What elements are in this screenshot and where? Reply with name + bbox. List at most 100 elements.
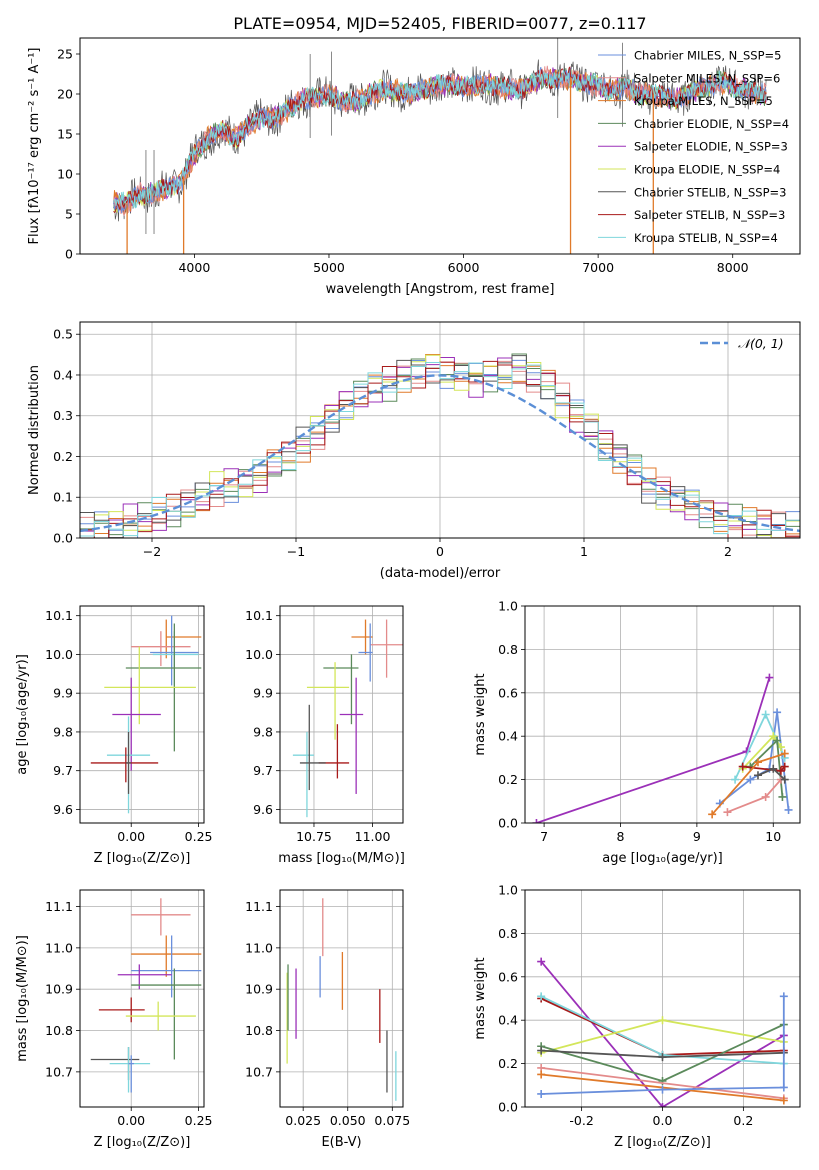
y-tick-label-4: 10.0 bbox=[45, 647, 73, 662]
y-tick-label-2: 0.4 bbox=[498, 1013, 518, 1028]
weight-marker-8-2 bbox=[780, 775, 789, 784]
axes-frame bbox=[79, 605, 205, 824]
axes-frame bbox=[79, 321, 801, 539]
y-tick-label-2: 0.4 bbox=[498, 729, 518, 744]
plot-area-weight_vs_Z bbox=[537, 957, 788, 1107]
legend-label-1: Salpeter MILES, N_SSP=6 bbox=[634, 71, 780, 85]
x-tick-label-3: 1 bbox=[580, 544, 588, 559]
y-tick-label-2: 10.9 bbox=[45, 982, 73, 997]
axes-frame bbox=[79, 37, 801, 255]
y-tick-label-1: 0.2 bbox=[498, 772, 518, 787]
weight-marker-0-2 bbox=[765, 673, 774, 682]
y-tick-label-2: 10 bbox=[57, 167, 73, 182]
legend-label-7: Salpeter STELIB, N_SSP=3 bbox=[634, 208, 785, 222]
weight-marker-4-2 bbox=[778, 792, 787, 801]
x-axis-label: Z [log₁₀(Z/Z⊙)] bbox=[94, 851, 191, 866]
legend-label-6: Chabrier STELIB, N_SSP=3 bbox=[634, 185, 786, 199]
weight-marker-0-0 bbox=[537, 957, 546, 966]
x-axis-label: age [log₁₀(age/yr)] bbox=[602, 851, 723, 866]
weight-marker-0-0 bbox=[532, 819, 541, 823]
y-tick-label-3: 0.6 bbox=[498, 969, 518, 984]
legend-label-3: Chabrier ELODIE, N_SSP=4 bbox=[634, 117, 789, 131]
weight-marker-8-2 bbox=[779, 1083, 788, 1092]
plot-area-spectrum bbox=[113, 38, 767, 254]
weight-marker-5-2 bbox=[780, 762, 789, 771]
x-tick-label-0: 0.00 bbox=[117, 1113, 145, 1128]
plot-area-mass_vs_ebv bbox=[286, 898, 397, 1101]
x-tick-label-1: 5000 bbox=[313, 260, 345, 275]
y-tick-label-2: 0.2 bbox=[53, 449, 73, 464]
y-axis-label: Normed distribution bbox=[27, 365, 42, 495]
panel-residual_hist: −2 −1 0 1 2 0.0 0.1 0.2 0.3 0.4 0.5 (data-model)/er… bbox=[27, 321, 801, 581]
y-tick-label-2: 9.8 bbox=[53, 724, 73, 739]
x-tick-label-0: 7 bbox=[540, 829, 548, 844]
panel-mass_vs_Z: 0.00 0.25 10.7 10.8 10.9 11.0 11.1 Z [log₁₀(Z/Z… bbox=[15, 889, 213, 1150]
x-tick-label-3: 7000 bbox=[582, 260, 614, 275]
y-tick-label-5: 1.0 bbox=[498, 883, 518, 898]
y-tick-label-1: 5 bbox=[65, 207, 73, 222]
y-tick-label-1: 0.2 bbox=[498, 1056, 518, 1071]
y-tick-label-0: 9.6 bbox=[53, 802, 73, 817]
plot-area-residual_hist bbox=[80, 353, 800, 538]
y-tick-label-4: 11.1 bbox=[245, 899, 273, 914]
weight-line-0 bbox=[540, 961, 785, 1107]
weight-marker-7-0 bbox=[537, 1070, 546, 1079]
weight-marker-1-1 bbox=[746, 775, 755, 784]
hist-legend: 𝒩(0, 1) bbox=[700, 336, 784, 351]
x-tick-label-4: 2 bbox=[724, 544, 732, 559]
legend-label-normal: 𝒩(0, 1) bbox=[738, 336, 784, 351]
y-tick-label-0: 9.6 bbox=[253, 802, 273, 817]
y-axis-label: mass weight bbox=[473, 673, 488, 755]
y-tick-label-0: 10.7 bbox=[45, 1064, 73, 1079]
axes-frame bbox=[524, 889, 801, 1108]
y-tick-label-2: 9.8 bbox=[253, 724, 273, 739]
x-axis-label: mass [log₁₀(M/M⊙)] bbox=[278, 851, 405, 866]
weight-marker-6-1 bbox=[753, 758, 762, 767]
spectrum-line-kroupa_stelib bbox=[113, 69, 767, 209]
panel-weight_vs_Z: -0.2 0.0 0.2 0.0 0.2 0.4 0.6 0.8 1.0 Z [log₁₀(Z/Z… bbox=[473, 883, 801, 1150]
plot-area-mass_vs_Z bbox=[90, 898, 202, 1093]
weight-marker-7-1 bbox=[779, 1096, 788, 1105]
legend-label-0: Chabrier MILES, N_SSP=5 bbox=[634, 49, 781, 63]
y-tick-label-1: 9.7 bbox=[253, 763, 273, 778]
weight-marker-5-0 bbox=[738, 762, 747, 771]
y-tick-label-0: 10.7 bbox=[245, 1064, 273, 1079]
axes-frame bbox=[524, 605, 801, 824]
y-tick-label-4: 0.4 bbox=[53, 367, 73, 382]
y-tick-label-5: 1.0 bbox=[498, 599, 518, 614]
panel-mass_vs_ebv: 0.025 0.050 0.075 10.7 10.8 10.9 11.0 11.1 E(B-V… bbox=[245, 889, 410, 1150]
y-tick-label-1: 10.8 bbox=[45, 1023, 73, 1038]
y-tick-label-4: 20 bbox=[57, 87, 73, 102]
y-tick-label-0: 0.0 bbox=[498, 1100, 518, 1115]
x-tick-label-0: −2 bbox=[143, 544, 161, 559]
legend-label-8: Kroupa STELIB, N_SSP=4 bbox=[634, 231, 778, 245]
weight-marker-2-1 bbox=[761, 710, 770, 719]
x-tick-label-4: 8000 bbox=[717, 260, 749, 275]
y-tick-label-1: 0.1 bbox=[53, 490, 73, 505]
x-axis-label: E(B-V) bbox=[321, 1135, 361, 1150]
weight-marker-1-4 bbox=[784, 805, 793, 814]
y-tick-label-3: 9.9 bbox=[253, 686, 273, 701]
weight-marker-2-0 bbox=[537, 992, 546, 1001]
weight-marker-5-1 bbox=[658, 1053, 667, 1062]
figure-title: PLATE=0954, MJD=52405, FIBERID=0077, z=0… bbox=[233, 14, 646, 33]
x-tick-label-0: 10.75 bbox=[296, 829, 332, 844]
x-axis-label: wavelength [Angstrom, rest frame] bbox=[326, 282, 555, 297]
panel-age_vs_Z: 0.00 0.25 9.6 9.7 9.8 9.9 10.0 10.1 Z [log₁₀(Z/Z… bbox=[15, 605, 213, 866]
x-tick-label-1: 8 bbox=[617, 829, 625, 844]
y-axis-label: Flux [fλ10⁻¹⁷ erg cm⁻² s⁻¹ A⁻¹] bbox=[27, 48, 42, 245]
weight-marker-6-0 bbox=[708, 810, 717, 819]
legend-label-2: Kroupa MILES, N_SSP=5 bbox=[634, 94, 773, 108]
y-axis-label: age [log₁₀(age/yr)] bbox=[15, 654, 30, 775]
spectrum-legend: Chabrier MILES, N_SSP=5 Salpeter MILES, N… bbox=[598, 49, 789, 245]
weight-marker-3-1 bbox=[769, 732, 778, 741]
panel-weight_vs_age: 7 8 9 10 0.0 0.2 0.4 0.6 0.8 1.0 age [log₁₀(age/yr… bbox=[473, 599, 801, 866]
weight-line-8 bbox=[541, 996, 785, 1095]
legend-label-5: Kroupa ELODIE, N_SSP=4 bbox=[634, 163, 780, 177]
x-tick-label-1: 0.25 bbox=[185, 1113, 213, 1128]
weight-line-6 bbox=[541, 1067, 784, 1100]
panel-age_vs_mass: 10.75 11.00 9.6 9.7 9.8 9.9 10.0 10.1 mass [log₁… bbox=[245, 605, 405, 866]
y-tick-label-1: 10.8 bbox=[245, 1023, 273, 1038]
weight-marker-8-0 bbox=[753, 771, 762, 780]
weight-marker-8-1 bbox=[769, 764, 778, 773]
